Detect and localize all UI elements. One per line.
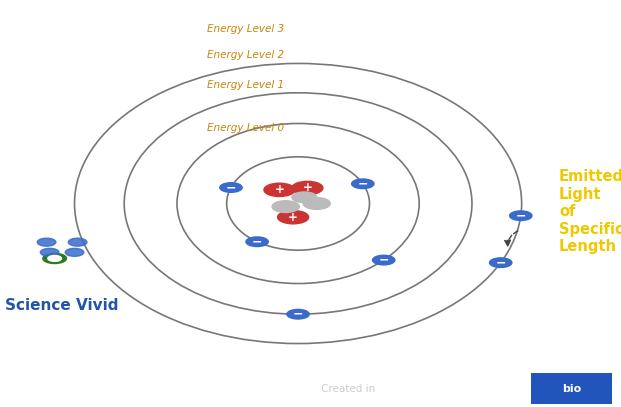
- Text: Energy Level 0: Energy Level 0: [207, 123, 284, 133]
- Ellipse shape: [510, 211, 532, 221]
- Text: +: +: [274, 183, 284, 196]
- Ellipse shape: [489, 258, 512, 267]
- Text: −: −: [358, 177, 368, 190]
- Ellipse shape: [292, 192, 317, 203]
- Text: Energy Level 1: Energy Level 1: [207, 81, 284, 90]
- Text: +: +: [288, 211, 298, 224]
- Ellipse shape: [351, 179, 374, 188]
- Text: −: −: [225, 181, 236, 194]
- Ellipse shape: [303, 198, 330, 209]
- Text: Energy Level 3: Energy Level 3: [207, 24, 284, 34]
- Bar: [531, 373, 612, 404]
- Ellipse shape: [220, 183, 242, 193]
- Ellipse shape: [292, 181, 323, 195]
- Text: Science Vivid: Science Vivid: [6, 298, 119, 313]
- Text: +: +: [302, 182, 312, 195]
- Text: −: −: [378, 254, 389, 267]
- Ellipse shape: [68, 238, 87, 246]
- Ellipse shape: [65, 248, 84, 256]
- Text: −: −: [496, 256, 506, 269]
- Ellipse shape: [37, 238, 56, 246]
- Ellipse shape: [278, 210, 309, 224]
- Text: bio: bio: [562, 384, 581, 394]
- Ellipse shape: [287, 309, 309, 319]
- Ellipse shape: [40, 248, 59, 256]
- Text: Energy Level 2: Energy Level 2: [207, 50, 284, 60]
- Text: −: −: [515, 209, 526, 222]
- Text: BioRender.com: BioRender.com: [379, 384, 467, 394]
- Text: −: −: [293, 308, 303, 321]
- Text: Created in: Created in: [321, 384, 379, 394]
- Text: −: −: [252, 235, 262, 248]
- Ellipse shape: [48, 256, 61, 261]
- Ellipse shape: [272, 201, 299, 212]
- Ellipse shape: [246, 237, 268, 247]
- Ellipse shape: [373, 255, 395, 265]
- Ellipse shape: [264, 183, 295, 197]
- Text: Emitted
Light
of
Specific
Length: Emitted Light of Specific Length: [559, 169, 621, 254]
- Ellipse shape: [43, 254, 66, 263]
